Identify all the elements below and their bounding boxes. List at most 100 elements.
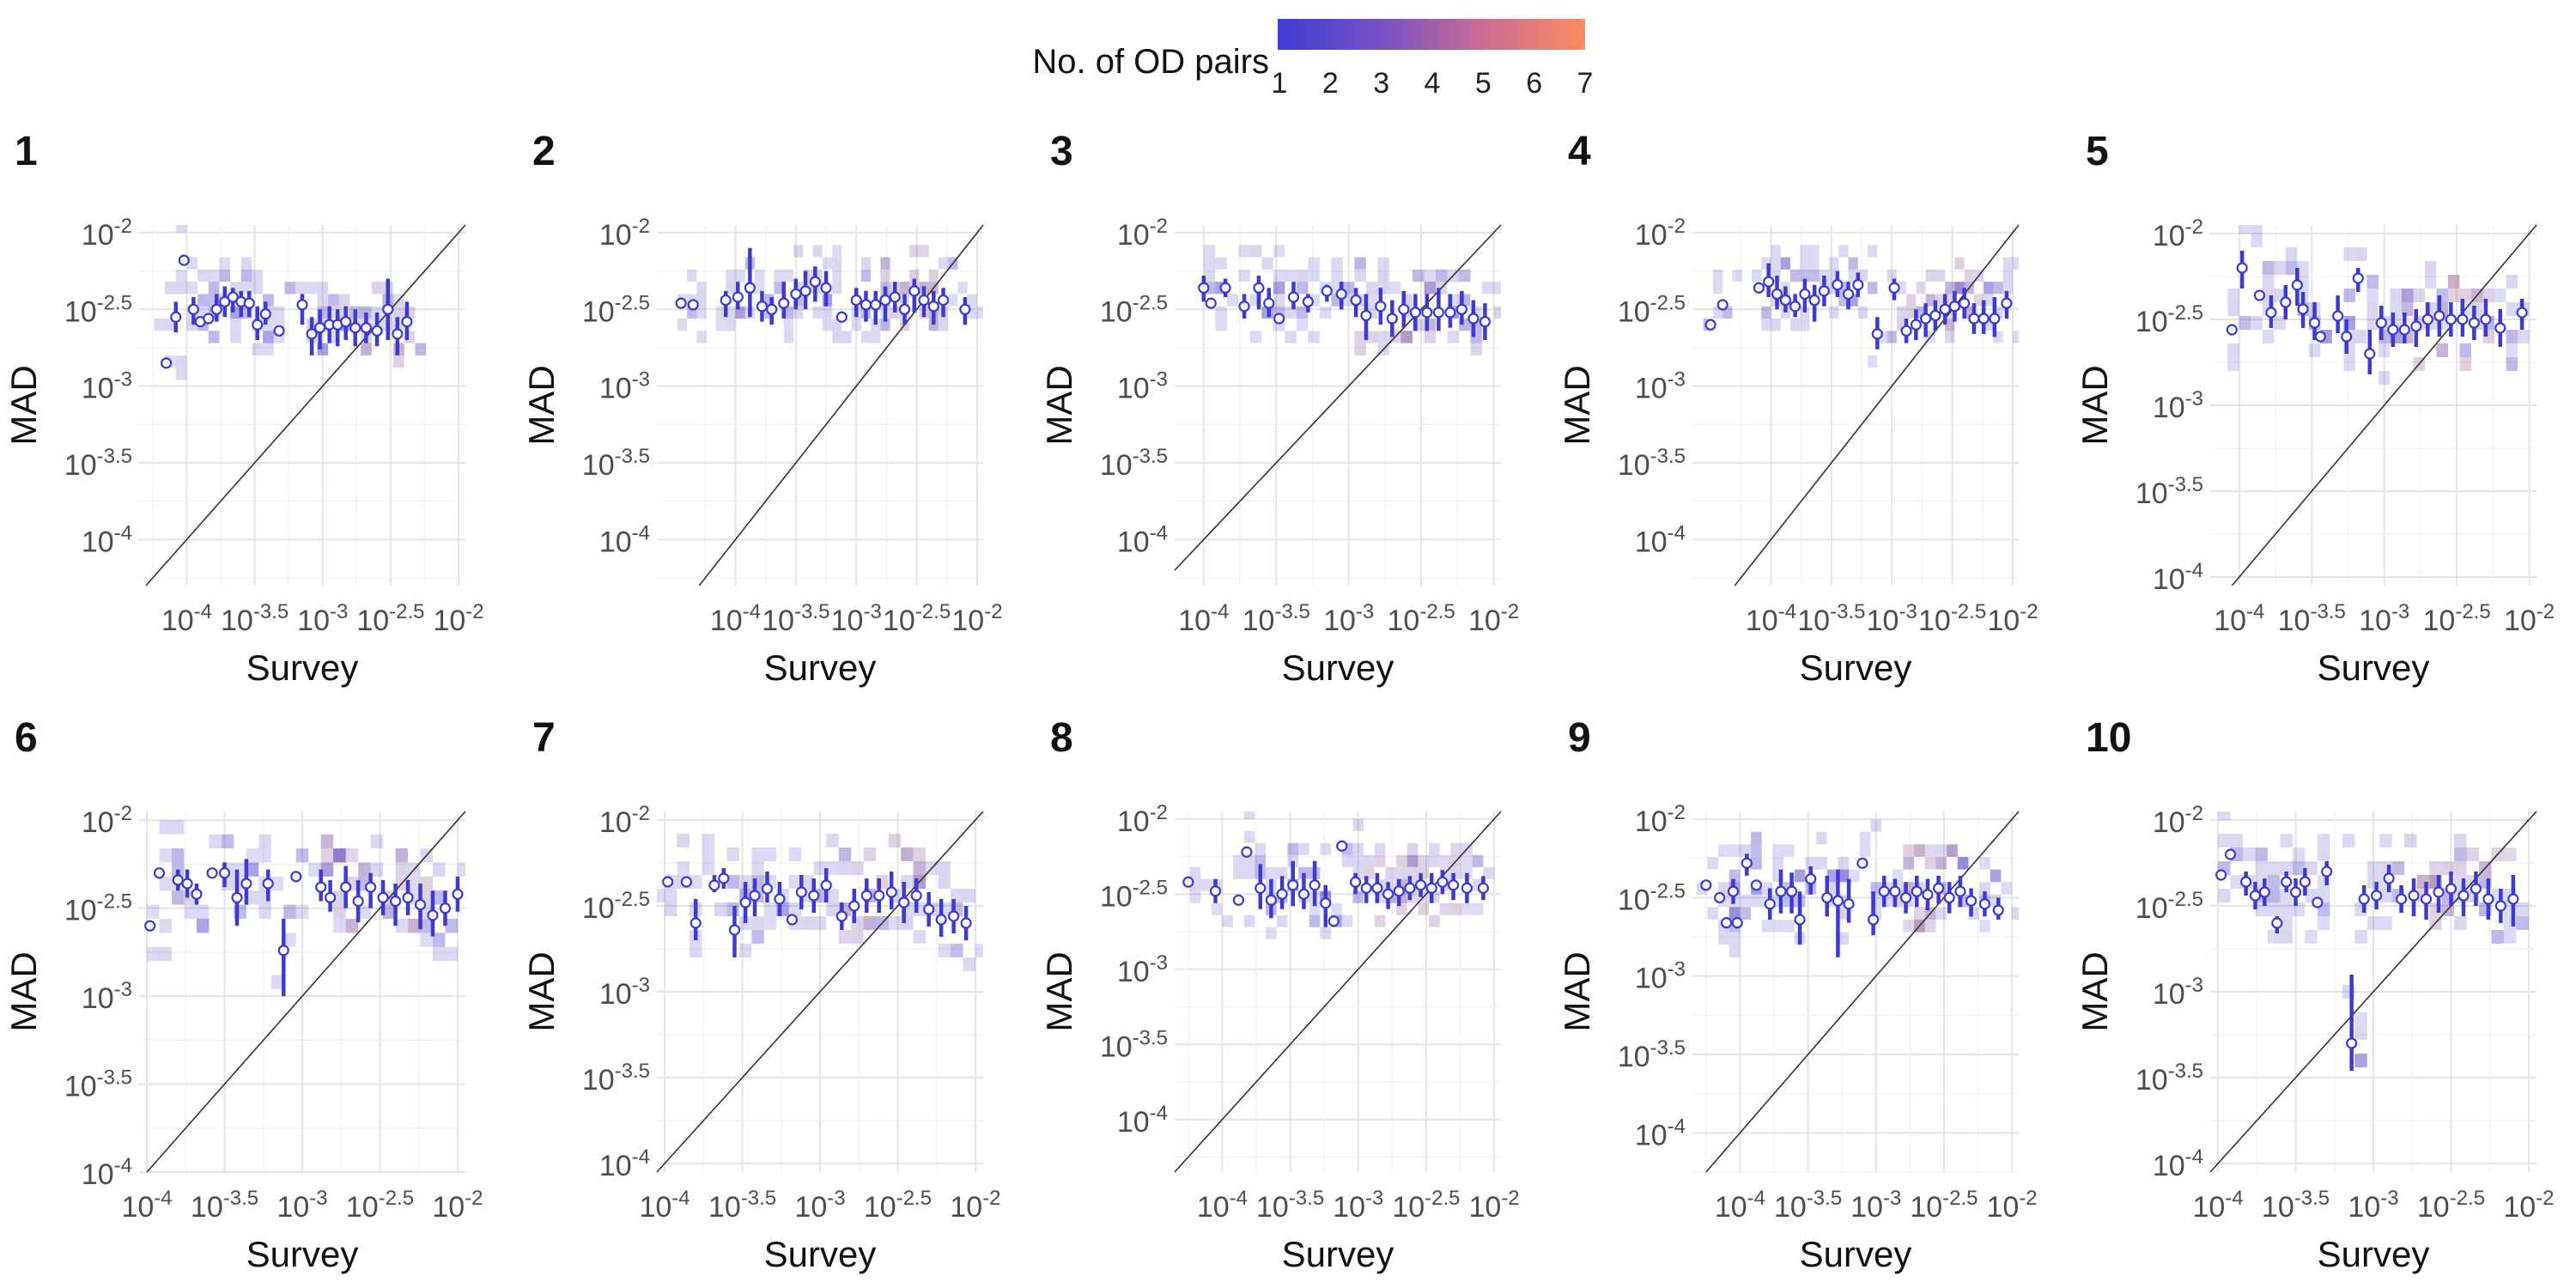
identity-line xyxy=(656,811,984,1173)
median-point xyxy=(1968,313,1980,325)
density-tile xyxy=(445,918,458,933)
x-tick-labels: 10-4 10-3.5 10-3 10-2.5 10-2 xyxy=(1178,600,1519,637)
density-tile xyxy=(1718,844,1729,857)
panel-3: 10-4 10-3.5 10-3 10-2.5 10-210-410-3.510-310… xyxy=(1039,129,1519,688)
median-point xyxy=(401,315,413,328)
density-tile xyxy=(880,319,890,331)
tick-label: 10-2.5 xyxy=(356,600,424,637)
density-tile xyxy=(1200,878,1212,891)
y-axis-title: MAD xyxy=(3,951,44,1031)
density-tile xyxy=(901,848,914,861)
median-point xyxy=(1198,282,1210,294)
panel-label: 8 xyxy=(1050,715,1073,761)
density-tile xyxy=(1993,282,2003,295)
median-point xyxy=(1763,276,1775,288)
density-tile xyxy=(967,306,977,319)
density-tile xyxy=(1954,282,1965,295)
density-tile xyxy=(1838,294,1849,307)
density-tile xyxy=(1957,856,1969,870)
tick-label: 10-2.5 xyxy=(1392,1187,1460,1224)
density-tile xyxy=(1740,894,1752,908)
median-point xyxy=(2408,890,2420,902)
density-tile xyxy=(1809,257,1820,270)
density-tile xyxy=(2366,916,2380,930)
density-tile xyxy=(159,876,172,891)
density-tile xyxy=(1226,294,1239,307)
median-point xyxy=(389,895,402,908)
density-tile xyxy=(1261,257,1273,270)
tick-label: 10-4 xyxy=(121,1187,172,1224)
density-tile xyxy=(1309,914,1321,927)
density-tile xyxy=(1925,294,1935,307)
density-tile xyxy=(258,848,271,863)
y-axis-title: MAD xyxy=(521,951,562,1031)
density-tile xyxy=(1352,842,1364,855)
density-tile xyxy=(317,282,329,295)
density-tile xyxy=(1916,306,1926,319)
density-tile xyxy=(273,306,285,319)
tick-label: 10-2.5 xyxy=(582,888,650,925)
median-point xyxy=(2458,890,2470,902)
density-tile xyxy=(2274,261,2286,275)
x-tick-labels: 10-4 10-3.5 10-3 10-2.5 10-2 xyxy=(2214,600,2555,637)
density-tile xyxy=(457,862,465,877)
density-tile xyxy=(1990,869,2002,883)
median-point xyxy=(252,319,264,331)
median-point xyxy=(1888,282,1900,294)
tick-label: 10-4 xyxy=(161,600,212,637)
density-tile xyxy=(2516,916,2529,930)
density-tile xyxy=(1470,343,1483,355)
tick-label: 10-3.5 xyxy=(582,445,650,482)
y-axis-title: MAD xyxy=(2075,951,2115,1031)
density-tile xyxy=(2251,234,2263,247)
density-tile xyxy=(445,918,458,933)
density-tile xyxy=(783,269,794,283)
density-tile xyxy=(2343,289,2355,302)
density-tile xyxy=(317,294,329,307)
tick-label: 10-3 xyxy=(599,974,650,1011)
median-point xyxy=(2321,866,2333,878)
density-tile xyxy=(677,834,690,848)
density-tile xyxy=(1751,831,1762,845)
median-point xyxy=(371,325,383,337)
panel-5: 10-4 10-3.5 10-3 10-2.5 10-210-410-3.510-310… xyxy=(2075,129,2555,688)
median-point xyxy=(808,890,820,902)
density-tile xyxy=(2267,889,2281,902)
median-point xyxy=(1404,882,1416,894)
y-tick-labels: 10-4 10-3.5 10-3 10-2.5 10-2 xyxy=(1618,801,1686,1151)
density-tile xyxy=(1761,319,1771,331)
density-tile xyxy=(333,848,346,863)
density-tile xyxy=(1377,269,1389,283)
density-tile xyxy=(2239,316,2251,330)
density-tile xyxy=(763,848,777,861)
density-tile xyxy=(1870,819,1882,832)
tick-label: 10-3.5 xyxy=(1618,1036,1686,1073)
density-tile xyxy=(2218,811,2231,820)
median-point xyxy=(860,890,872,902)
density-tile xyxy=(2267,875,2281,889)
density-tile xyxy=(408,876,421,891)
density-tile xyxy=(208,331,220,343)
density-tile xyxy=(963,957,975,971)
tick-label: 10-2 xyxy=(1117,801,1168,838)
density-tile xyxy=(433,890,446,905)
density-tile xyxy=(1255,842,1267,855)
grid xyxy=(139,225,465,586)
median-point xyxy=(1805,872,1817,885)
density-tile xyxy=(1924,920,1936,933)
median-point xyxy=(937,294,950,307)
density-tile xyxy=(2305,930,2318,944)
density-tile xyxy=(1728,907,1741,920)
density-tile xyxy=(1805,856,1817,870)
tick-label: 10-2.5 xyxy=(883,600,951,637)
median-point xyxy=(340,881,352,893)
median-point xyxy=(766,303,778,315)
median-point xyxy=(296,299,308,311)
density-tile xyxy=(1266,927,1277,939)
tick-label: 10-2.5 xyxy=(1918,600,1986,637)
density-tile xyxy=(2390,289,2402,302)
median-point xyxy=(2271,917,2283,929)
density-tile xyxy=(2366,302,2379,316)
median-point xyxy=(1856,857,1868,869)
density-tile xyxy=(1424,282,1436,295)
